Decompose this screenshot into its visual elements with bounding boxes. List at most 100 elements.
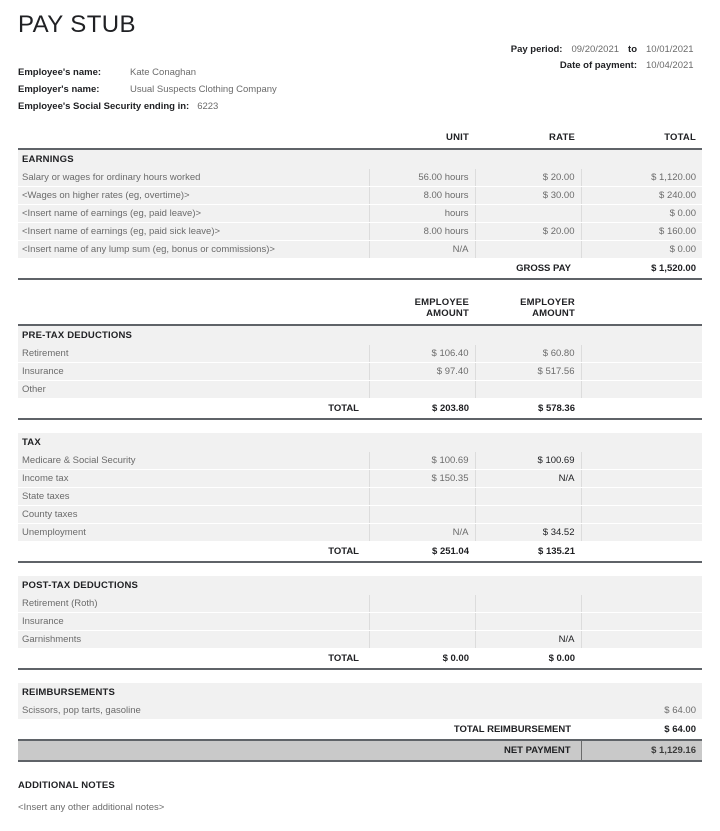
- post-tax-total-row: TOTAL $ 0.00 $ 0.00: [18, 648, 703, 670]
- reimbursements-section-title: REIMBURSEMENTS: [18, 683, 702, 703]
- pre-tax-total-row: TOTAL $ 203.80 $ 578.36: [18, 398, 702, 420]
- deduction-header-blank: [18, 293, 369, 325]
- post-tax-row-blank: [580, 595, 703, 614]
- tax-row-label: Unemployment: [18, 523, 369, 543]
- earnings-header-blank: [18, 128, 369, 149]
- earnings-row-unit: 8.00 hours: [368, 222, 475, 242]
- date-of-payment-label: Date of payment:: [559, 60, 637, 71]
- table-row: County taxes: [18, 505, 703, 525]
- pre-tax-row-blank: [580, 345, 702, 364]
- pre-tax-total-label: TOTAL: [18, 398, 369, 420]
- tax-total-label: TOTAL: [18, 541, 369, 563]
- net-payment-row: NET PAYMENT $ 1,129.16: [18, 739, 702, 763]
- earnings-column-headers: UNIT RATE TOTAL: [18, 128, 702, 149]
- pay-stub-page: PAY STUB Pay period: 09/20/2021 to 10/01…: [18, 11, 703, 814]
- pre-tax-row-blank: [580, 362, 702, 382]
- tax-row-blank: [580, 523, 703, 543]
- tax-section-title-row: TAX: [18, 433, 703, 453]
- earnings-header-rate: RATE: [549, 132, 575, 144]
- employer-amount-line1: EMPLOYER: [520, 297, 575, 309]
- post-tax-row-employer: [474, 612, 581, 632]
- ssn-row: Employee's Social Security ending in: 62…: [18, 98, 702, 115]
- earnings-table: UNIT RATE TOTAL EARNINGS Salary or wages…: [18, 128, 702, 280]
- employee-amount-line1: EMPLOYEE: [414, 297, 469, 309]
- table-row: Scissors, pop tarts, gasoline $ 64.00: [18, 702, 702, 721]
- post-tax-row-label: Garnishments: [18, 630, 369, 650]
- post-tax-total-employer: $ 0.00: [475, 648, 581, 670]
- pre-tax-row-employer: $ 517.56: [474, 362, 581, 382]
- tax-row-employer: $ 100.69: [474, 452, 581, 471]
- tax-table: TAX Medicare & Social Security $ 100.69 …: [18, 433, 703, 563]
- post-tax-row-blank: [580, 612, 703, 632]
- pay-period-row: Pay period: 09/20/2021 to 10/01/2021: [511, 42, 702, 58]
- earnings-row-total: $ 240.00: [580, 186, 702, 206]
- employer-name-row: Employer's name: Usual Suspects Clothing…: [18, 81, 702, 98]
- tax-row-label: Medicare & Social Security: [18, 452, 369, 471]
- reimbursement-row-label: Scissors, pop tarts, gasoline: [18, 702, 581, 721]
- net-payment-label: NET PAYMENT: [18, 739, 581, 763]
- pre-tax-deductions-table: EMPLOYEE AMOUNT EMPLOYER AMOUNT PRE-TAX …: [18, 293, 702, 420]
- earnings-row-rate: $ 20.00: [474, 169, 581, 188]
- gross-pay-row: GROSS PAY $ 1,520.00: [18, 258, 702, 280]
- tax-row-employer: [474, 487, 581, 507]
- employee-name-value: Kate Conaghan: [130, 67, 197, 79]
- post-tax-total-blank: [581, 648, 703, 670]
- reimbursements-section-title-row: REIMBURSEMENTS: [18, 683, 702, 703]
- tax-row-employee: $ 150.35: [368, 469, 475, 489]
- post-tax-deductions-table: POST-TAX DEDUCTIONS Retirement (Roth) In…: [18, 576, 703, 670]
- tax-row-blank: [580, 469, 703, 489]
- pre-tax-total-blank: [581, 398, 702, 420]
- table-row: Retirement (Roth): [18, 595, 703, 614]
- pay-period-to-label: to: [628, 44, 637, 55]
- deduction-header-blank-2: [581, 293, 702, 325]
- pre-tax-row-employee: $ 97.40: [368, 362, 475, 382]
- table-row: Garnishments N/A: [18, 630, 703, 650]
- employer-amount-line2: AMOUNT: [532, 308, 575, 320]
- gross-pay-blank-2: [369, 258, 475, 280]
- additional-notes-title: ADDITIONAL NOTES: [18, 780, 115, 792]
- tax-row-blank: [580, 452, 703, 471]
- employee-amount-line2: AMOUNT: [426, 308, 469, 320]
- pre-tax-total-employer: $ 578.36: [475, 398, 581, 420]
- earnings-row-label: <Insert name of earnings (eg, paid leave…: [18, 204, 369, 224]
- table-row: Insurance $ 97.40 $ 517.56: [18, 362, 702, 382]
- net-payment-value: $ 1,129.16: [580, 739, 702, 763]
- earnings-row-label: Salary or wages for ordinary hours worke…: [18, 169, 369, 188]
- pre-tax-section-title-row: PRE-TAX DEDUCTIONS: [18, 325, 702, 346]
- reimbursement-total-row: TOTAL REIMBURSEMENT $ 64.00: [18, 719, 702, 741]
- tax-row-employer: $ 34.52: [474, 523, 581, 543]
- earnings-header-total: TOTAL: [664, 132, 696, 144]
- earnings-row-total: $ 1,120.00: [580, 169, 702, 188]
- tax-row-employer: [474, 505, 581, 525]
- tax-row-employer: N/A: [474, 469, 581, 489]
- earnings-row-label: <Insert name of any lump sum (eg, bonus …: [18, 240, 369, 260]
- table-row: State taxes: [18, 487, 703, 507]
- pre-tax-row-employee: $ 106.40: [368, 345, 475, 364]
- table-row: <Insert name of earnings (eg, paid sick …: [18, 222, 702, 242]
- earnings-row-rate: $ 20.00: [474, 222, 581, 242]
- ssn-value: 6223: [197, 101, 219, 113]
- post-tax-row-label: Insurance: [18, 612, 369, 632]
- earnings-row-total: $ 0.00: [580, 240, 702, 260]
- table-row: <Wages on higher rates (eg, overtime)> 8…: [18, 186, 702, 206]
- earnings-row-label: <Insert name of earnings (eg, paid sick …: [18, 222, 369, 242]
- employee-name-label: Employee's name:: [18, 67, 102, 79]
- pre-tax-total-employee: $ 203.80: [369, 398, 475, 420]
- pay-period-block: Pay period: 09/20/2021 to 10/01/2021 Dat…: [511, 42, 702, 74]
- earnings-row-unit: 8.00 hours: [368, 186, 475, 206]
- tax-row-blank: [580, 505, 703, 525]
- tax-row-employee: [368, 487, 475, 507]
- reimbursement-total-label: TOTAL REIMBURSEMENT: [18, 719, 581, 741]
- date-of-payment-row: Date of payment: 10/04/2021: [511, 58, 702, 74]
- pre-tax-section-title: PRE-TAX DEDUCTIONS: [18, 325, 702, 346]
- pre-tax-row-employer: $ 60.80: [474, 345, 581, 364]
- earnings-row-unit: 56.00 hours: [368, 169, 475, 188]
- tax-total-employee: $ 251.04: [369, 541, 475, 563]
- post-tax-row-employer: [474, 595, 581, 614]
- additional-notes-body: <Insert any other additional notes>: [18, 802, 165, 814]
- table-row: Income tax $ 150.35 N/A: [18, 469, 703, 489]
- table-row: <Insert name of earnings (eg, paid leave…: [18, 204, 702, 224]
- earnings-row-unit: N/A: [368, 240, 475, 260]
- post-tax-row-label: Retirement (Roth): [18, 595, 369, 614]
- post-tax-row-blank: [580, 630, 703, 650]
